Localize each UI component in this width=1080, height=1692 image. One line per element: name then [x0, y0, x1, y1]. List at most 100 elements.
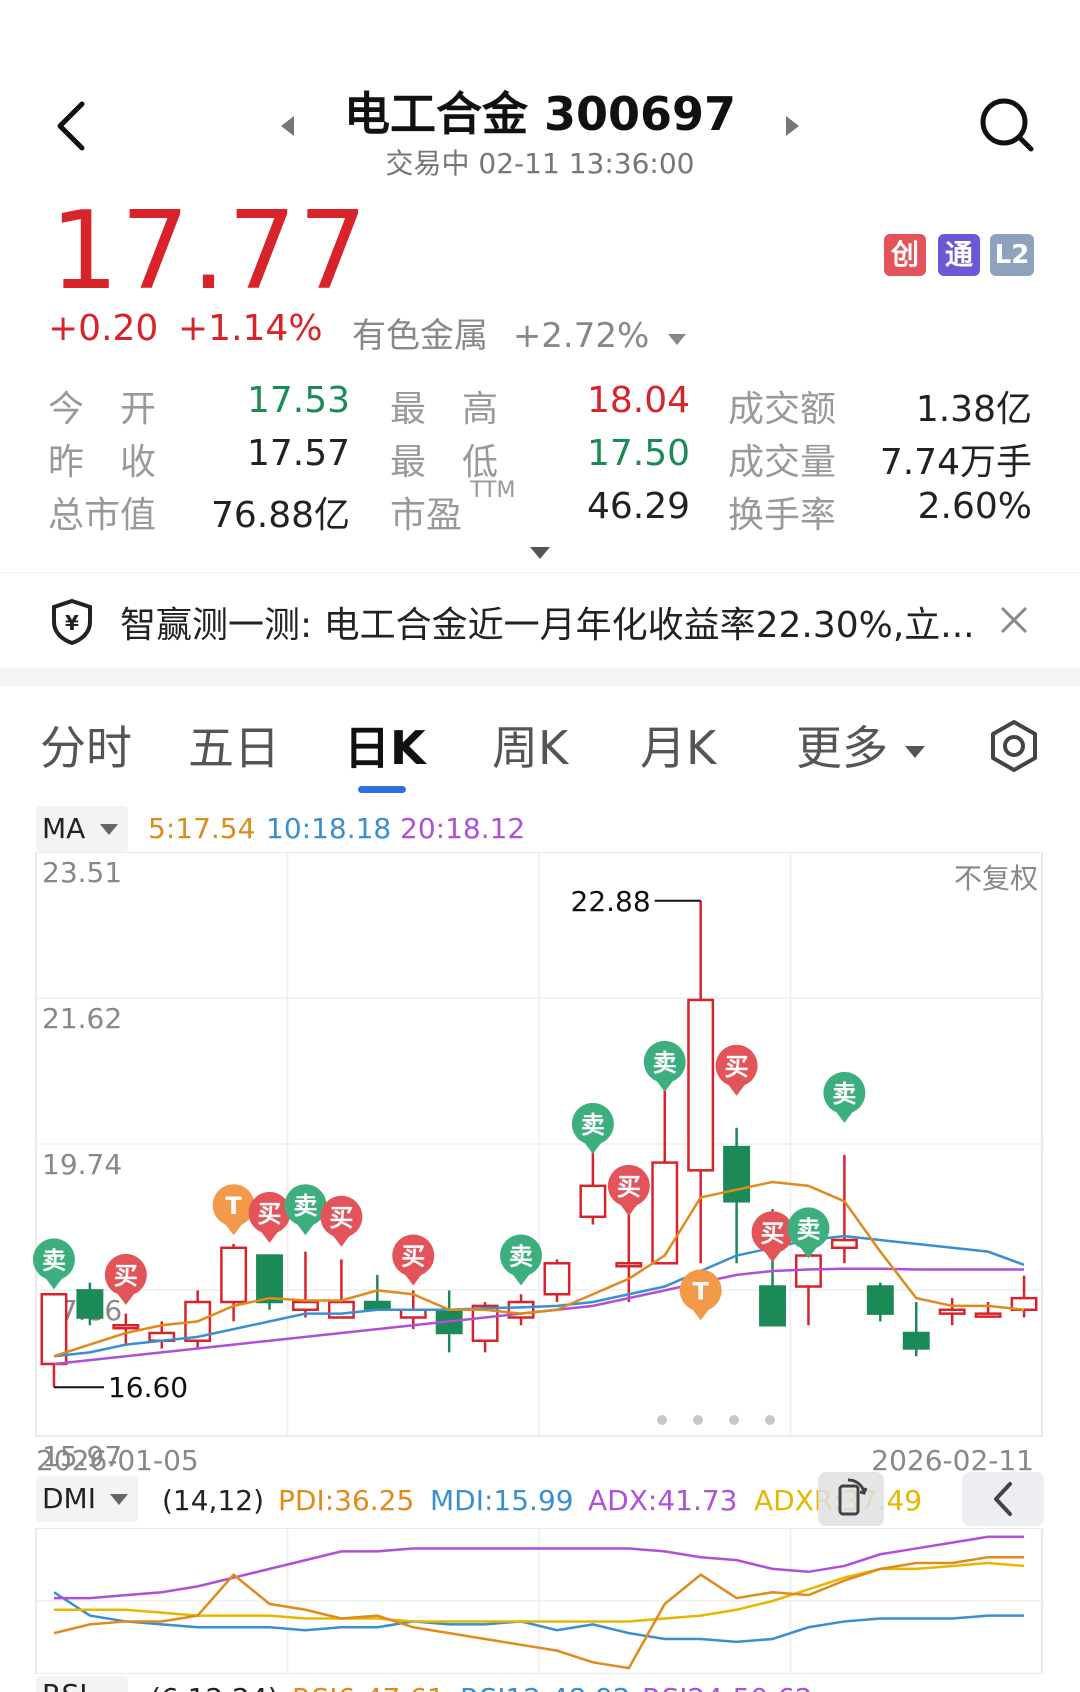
caret-down-icon [110, 1494, 128, 1505]
adjustment-label[interactable]: 不复权 [954, 862, 1038, 895]
signal-label: 买 [401, 1243, 425, 1271]
stat-value: 2.60% [917, 486, 1032, 527]
caret-down-icon [904, 745, 925, 758]
svg-text:¥: ¥ [65, 611, 79, 635]
rsi-value-3: RSI24:50.62 [642, 1682, 813, 1692]
stat-label: 市盈 [390, 495, 463, 536]
candle-up [579, 1184, 607, 1219]
dmi-pdi: PDI:36.25 [278, 1484, 415, 1517]
signal-pin [679, 1269, 722, 1312]
rsi-selector[interactable]: RSI [36, 1676, 128, 1692]
candle-up [938, 1308, 966, 1315]
low-price-label: 16.60 [108, 1371, 188, 1404]
stat-value: 46.29 [586, 486, 690, 527]
back-button[interactable] [48, 98, 98, 154]
stat-value: 1.38亿 [915, 389, 1032, 430]
search-button[interactable] [978, 96, 1036, 154]
signal-pin [32, 1238, 75, 1281]
rsi-selector-label: RSI [42, 1678, 88, 1692]
signal-label: 买 [725, 1053, 749, 1081]
stat-label: 总市值 [48, 495, 157, 536]
signal-pin [787, 1207, 830, 1250]
active-tab-indicator [358, 786, 406, 793]
ma5-line [53, 1180, 1025, 1358]
adxr-line [53, 1561, 1025, 1623]
date-end-label: 2026-02-11 [871, 1444, 1034, 1477]
signal-pin [607, 1164, 650, 1207]
adx-line [53, 1535, 1025, 1600]
collapse-indicator-button[interactable] [962, 1472, 1044, 1526]
signal-pin [571, 1102, 614, 1145]
promo-banner[interactable]: ¥ 智赢测一测: 电工合金近一月年化收益率22.30%,立... [0, 574, 1080, 666]
caret-down-icon [530, 547, 550, 559]
badge-l2: L2 [990, 234, 1034, 276]
pager-dot [765, 1415, 775, 1425]
tab-five-day[interactable]: 五日 [188, 721, 280, 775]
ma5-value: 5:17.54 [148, 812, 256, 845]
signal-pin [212, 1184, 255, 1227]
sector-name: 有色金属 [352, 316, 488, 356]
signal-label: 卖 [796, 1215, 820, 1243]
candle-up [291, 1300, 319, 1312]
tab-fenshi[interactable]: 分时 [40, 721, 132, 775]
stat-label: 成交量 [728, 442, 837, 483]
trading-status: 交易中 02-11 13:36:00 [385, 147, 695, 180]
rotate-icon [838, 1478, 868, 1516]
prev-stock-button[interactable] [278, 113, 298, 139]
triangle-right-icon [786, 116, 799, 136]
signal-label: 买 [329, 1204, 353, 1232]
signal-pin [392, 1234, 435, 1277]
banner-text: 智赢测一测: 电工合金近一月年化收益率22.30%,立... [120, 605, 975, 646]
candle-up [1010, 1296, 1038, 1312]
candle-down [256, 1254, 284, 1304]
stat-label: 昨 收 [48, 442, 157, 483]
stat-value: 17.50 [586, 433, 690, 474]
signal-pin [715, 1044, 758, 1087]
signal-label: 卖 [653, 1049, 677, 1077]
badge-tong: 通 [938, 234, 980, 276]
stat-label: 今 开 [48, 389, 157, 430]
dmi-chart[interactable] [0, 1528, 1080, 1674]
stat-value: 76.88亿 [210, 495, 350, 536]
signal-label: 卖 [832, 1080, 856, 1108]
tab-day-k[interactable]: 日K [344, 721, 426, 775]
high-price-label: 22.88 [571, 885, 651, 918]
chart-settings-button[interactable] [986, 718, 1042, 774]
next-stock-button[interactable] [782, 113, 802, 139]
dmi-mdi: MDI:15.99 [430, 1484, 574, 1517]
price-change-pct: +1.14% [178, 308, 323, 349]
signal-pin [500, 1234, 543, 1277]
tab-week-k[interactable]: 周K [492, 721, 569, 775]
candle-up [327, 1300, 355, 1319]
tab-more[interactable]: 更多 [796, 712, 927, 778]
signal-label: T [225, 1192, 242, 1220]
candle-up [615, 1262, 643, 1268]
search-icon [980, 98, 1034, 152]
kline-chart[interactable]: 23.5121.6219.7417.8615.97不复权22.8816.60卖买… [0, 852, 1080, 1492]
price-change: +0.20 [48, 308, 159, 349]
ma10-value: 10:18.18 [266, 812, 392, 845]
y-axis-label: 19.74 [42, 1148, 122, 1181]
candle-up [830, 1238, 858, 1250]
close-icon[interactable] [998, 604, 1030, 636]
ma-selector[interactable]: MA [36, 806, 128, 852]
signal-label: 买 [617, 1173, 641, 1201]
y-axis-label: 21.62 [42, 1002, 122, 1035]
candle-up [220, 1246, 248, 1304]
signal-pin [248, 1191, 291, 1234]
expand-stats-button[interactable] [528, 544, 552, 562]
stat-label: 最 高 [390, 389, 499, 430]
rsi-row: RSI (6,12,24) RSI6:47.61 RSI12:48.92 RSI… [36, 1676, 1080, 1692]
signal-label: 卖 [42, 1246, 66, 1274]
divider [0, 572, 1080, 573]
pager-dot [693, 1415, 703, 1425]
tab-more-label: 更多 [796, 721, 888, 775]
sector-tag[interactable]: 有色金属 +2.72% [352, 308, 688, 357]
tab-month-k[interactable]: 月K [640, 721, 717, 775]
dmi-selector[interactable]: DMI [36, 1476, 138, 1522]
date-start-label: 2026-01-05 [36, 1444, 199, 1477]
rsi-value-2: RSI12:48.92 [460, 1682, 631, 1692]
rotate-screen-button[interactable] [818, 1472, 884, 1526]
rsi-params: (6,12,24) [150, 1682, 279, 1692]
dmi-adx: ADX:41.73 [588, 1484, 738, 1517]
